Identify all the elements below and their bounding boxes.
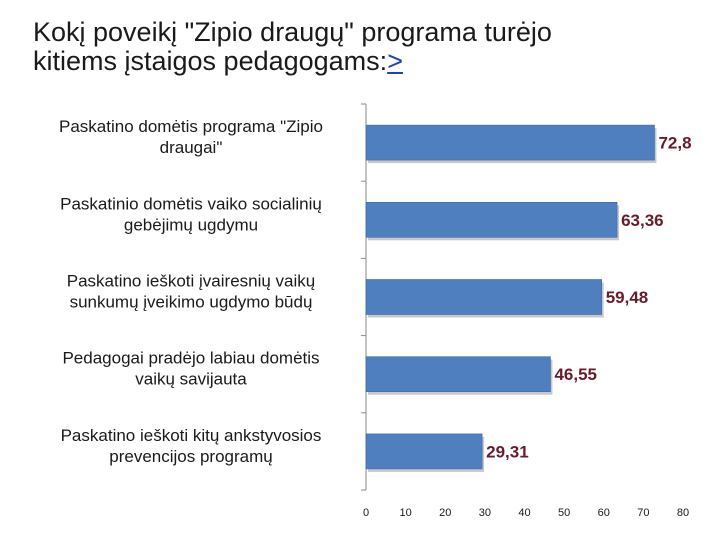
x-tick-label-20: 20 <box>439 507 451 519</box>
category-label-2-line-1: Paskatinio domėtis vaiko socialinių <box>60 194 322 213</box>
bar-4 <box>365 356 551 393</box>
chart-title: Kokį poveikį "Zipio draugų" programa tur… <box>33 18 693 76</box>
x-tick-label-50: 50 <box>558 507 570 519</box>
x-tick-label-10: 10 <box>400 507 412 519</box>
value-label-1: 72,8 <box>658 134 691 153</box>
value-label-4: 46,55 <box>554 365 597 384</box>
category-label-5-line-1: Paskatino ieškoti kitų ankstyvosios <box>61 426 322 445</box>
x-tick-label-70: 70 <box>637 507 649 519</box>
category-label-1-line-2: draugai" <box>160 138 223 157</box>
chart-title-line-2: kitiems įstaigos pedagogams:> <box>33 47 693 76</box>
category-label-5-line-2: prevencijos programų <box>109 447 272 466</box>
chart-title-line-2-text: kitiems įstaigos pedagogams: <box>33 46 388 76</box>
category-label-4-line-2: vaikų savijauta <box>135 370 247 389</box>
bar-2 <box>365 202 618 238</box>
x-tick-label-0: 0 <box>363 507 369 519</box>
category-label-1-line-1: Paskatino domėtis programa "Zipio <box>59 117 323 136</box>
bar-1 <box>365 124 655 161</box>
bar-5 <box>365 433 483 470</box>
x-tick-label-60: 60 <box>598 507 610 519</box>
category-label-3-line-1: Paskatino ieškoti įvairesnių vaikų <box>67 272 316 291</box>
category-label-2-line-2: gebėjimų ugdymu <box>124 215 258 234</box>
value-label-3: 59,48 <box>606 288 649 307</box>
category-label-3-line-2: sunkumų įveikimo ugdymo būdų <box>70 293 313 312</box>
value-label-5: 29,31 <box>486 442 529 461</box>
value-label-2: 63,36 <box>621 211 664 230</box>
title-link[interactable]: > <box>387 46 403 76</box>
x-tick-label-80: 80 <box>677 507 689 519</box>
category-label-4-line-1: Pedagogai pradėjo labiau domėtis <box>62 349 319 368</box>
chart-title-line-1: Kokį poveikį "Zipio draugų" programa tur… <box>33 17 552 47</box>
x-tick-label-30: 30 <box>479 507 491 519</box>
x-tick-label-40: 40 <box>518 507 530 519</box>
bar-3 <box>365 279 602 315</box>
